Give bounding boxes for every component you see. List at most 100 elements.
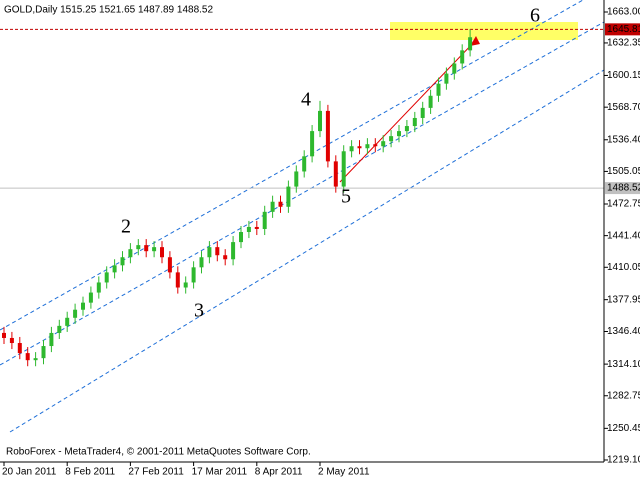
x-tick-label: 17 Mar 2011: [192, 467, 248, 478]
y-tick-label: 1346.40: [607, 326, 640, 337]
candle-body: [152, 247, 157, 252]
candle-body: [175, 272, 180, 288]
channel-line: [9, 69, 605, 433]
y-tick-label: 1250.45: [607, 423, 640, 434]
channel-line: [0, 21, 605, 366]
price-label: 1645.81: [607, 24, 640, 35]
candle-body: [104, 272, 109, 283]
x-tick-label: 20 Jan 2011: [2, 467, 57, 478]
wave-label: 5: [341, 186, 351, 208]
candle-body: [57, 325, 62, 333]
candle-body: [167, 257, 172, 273]
candle-body: [270, 201, 275, 212]
candle-body: [223, 255, 228, 260]
y-tick-label: 1441.40: [607, 230, 640, 241]
candle-body: [231, 242, 236, 260]
candle-body: [199, 257, 204, 268]
candle-body: [96, 282, 101, 293]
candle-body: [9, 337, 14, 344]
y-tick-label: 1219.10: [607, 455, 640, 466]
candle-body: [318, 110, 322, 132]
y-tick-label: 1472.75: [607, 199, 640, 210]
candle-body: [397, 131, 401, 137]
candle-body: [239, 232, 243, 243]
candle-body: [286, 186, 291, 207]
wave-label: 2: [121, 216, 131, 238]
candle-body: [468, 37, 473, 51]
y-tick-label: 1536.40: [607, 134, 640, 145]
target-zone: [390, 22, 578, 40]
y-tick-label: 1377.95: [607, 294, 640, 305]
wave-label: 6: [530, 5, 540, 27]
candle-body: [183, 282, 188, 288]
candle-body: [88, 292, 93, 303]
candle-body: [310, 131, 315, 157]
candle-body: [120, 257, 125, 266]
candle-body: [404, 126, 409, 132]
candle-body: [325, 110, 330, 162]
wave-label: 3: [194, 300, 204, 322]
candle-body: [389, 136, 394, 142]
y-tick-label: 1282.75: [607, 390, 640, 401]
channel: [0, 0, 605, 433]
price-label: 1488.52: [607, 183, 640, 194]
candle-body: [49, 332, 54, 347]
candle-body: [341, 151, 346, 187]
candle-body: [333, 161, 338, 187]
y-tick-label: 1505.05: [607, 166, 640, 177]
candle-body: [436, 83, 441, 96]
candle-body: [112, 265, 117, 273]
candle-body: [41, 346, 46, 359]
candle-body: [349, 146, 354, 152]
x-tick-label: 27 Feb 2011: [128, 467, 184, 478]
candle-body: [262, 211, 267, 229]
y-tick-label: 1600.15: [607, 70, 640, 81]
price-label-bg: [605, 23, 640, 36]
candle-body: [215, 247, 220, 256]
candle-body: [412, 117, 417, 127]
y-tick-label: 1632.35: [607, 38, 640, 49]
candle-body: [128, 249, 133, 258]
candle-body: [2, 332, 6, 338]
candle-body: [444, 73, 449, 84]
candle-body: [452, 63, 457, 74]
candle-body: [254, 226, 259, 229]
y-tick-label: 1314.10: [607, 359, 640, 370]
candle-body: [302, 156, 307, 172]
candle-body: [373, 144, 378, 147]
candle-body: [460, 50, 465, 64]
candle-body: [207, 247, 212, 258]
candle-body: [81, 302, 85, 310]
candle-body: [144, 245, 149, 252]
x-tick-label: 8 Apr 2011: [255, 467, 303, 478]
x-tick-label: 2 May 2011: [318, 467, 370, 478]
candle-body: [160, 247, 164, 258]
candle-body: [278, 201, 283, 207]
plot: [0, 28, 604, 367]
candle-body: [65, 317, 70, 326]
candle-body: [365, 144, 370, 149]
candle-body: [33, 358, 38, 361]
candle-body: [357, 146, 362, 149]
y-tick-label: 1568.70: [607, 102, 640, 113]
chart-title: GOLD,Daily 1515.25 1521.65 1487.89 1488.…: [4, 5, 213, 16]
candle-body: [420, 107, 425, 118]
y-tick-label: 1410.05: [607, 262, 640, 273]
candle-body: [381, 141, 386, 147]
y-tick-label: 1663.00: [607, 7, 640, 18]
footer: RoboForex - MetaTrader4, © 2001-2011 Met…: [6, 447, 311, 458]
candle-body: [17, 343, 22, 354]
price-label-bg: [605, 182, 640, 195]
candle-body: [294, 171, 299, 187]
candle-body: [73, 309, 78, 318]
candle-body: [25, 353, 30, 361]
x-tick-label: 8 Feb 2011: [65, 467, 115, 478]
candle-body: [136, 245, 141, 250]
candle-body: [428, 95, 433, 108]
candle-body: [246, 226, 251, 233]
wave-label: 4: [301, 89, 311, 111]
candle-body: [191, 267, 196, 283]
arrow-head: [470, 36, 480, 46]
